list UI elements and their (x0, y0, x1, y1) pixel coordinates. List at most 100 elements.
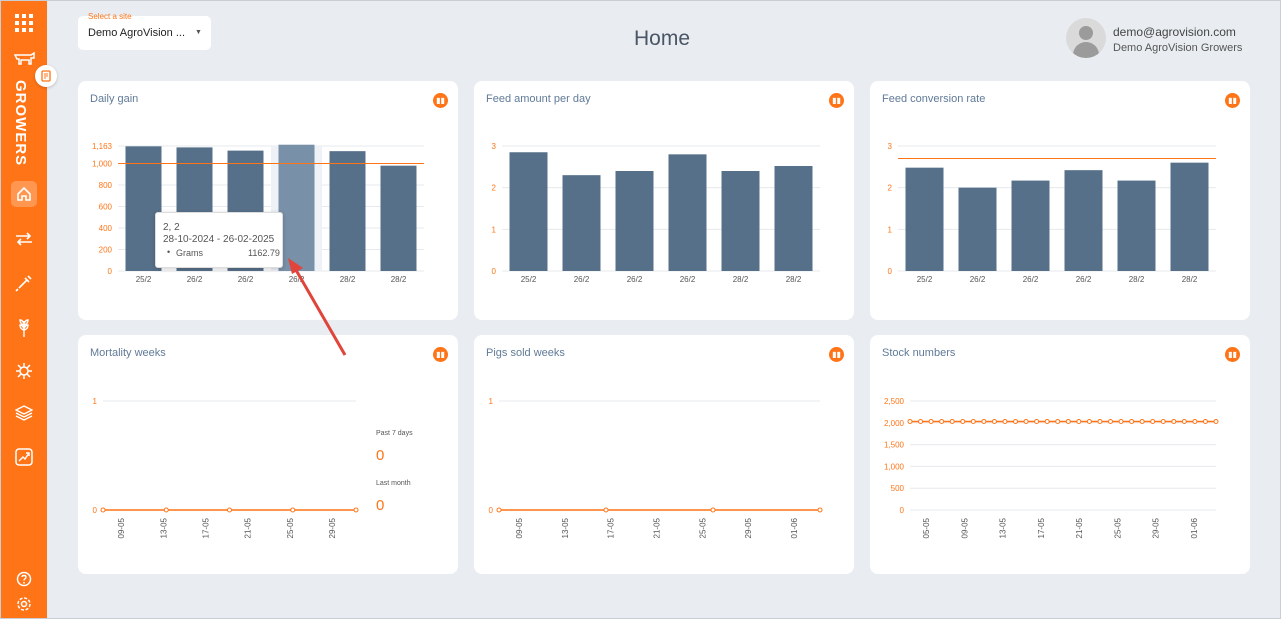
data-point (928, 418, 934, 424)
y-tick-label: 1 (888, 225, 893, 234)
data-point (290, 507, 296, 513)
x-tick-label: 17-05 (1037, 517, 1046, 538)
grid-menu-icon[interactable] (11, 10, 37, 36)
x-tick-label: 01-06 (1190, 517, 1199, 538)
bar-chart-icon[interactable]: ▮▮ (829, 347, 844, 362)
syringe-icon[interactable] (11, 270, 37, 296)
x-tick-label: 26/2 (238, 275, 254, 284)
data-point (1023, 418, 1029, 424)
tooltip-series: Grams (176, 248, 203, 258)
data-point (1202, 418, 1208, 424)
data-point (1044, 418, 1050, 424)
y-tick-label: 2 (888, 184, 893, 193)
x-tick-label: 01-06 (790, 517, 799, 538)
y-tick-label: 600 (99, 203, 113, 212)
y-tick-label: 0 (888, 267, 893, 276)
y-tick-label: 1 (489, 397, 494, 406)
bar-chart-icon[interactable]: ▮▮ (433, 347, 448, 362)
card-feed-amount: Feed amount per day ▮▮ 0 1 2 3 25/2 26/2 26/2 2… (474, 81, 854, 320)
bar (774, 166, 813, 271)
x-tick-label: 05-05 (922, 517, 931, 538)
y-tick-label: 1 (93, 397, 98, 406)
card-title: Daily gain (90, 93, 139, 105)
wheat-icon[interactable] (11, 314, 37, 340)
card-daily-gain: Daily gain ▮▮ 0 200 400 600 800 1,000 1,163 25/… (78, 81, 458, 320)
data-point (1002, 418, 1008, 424)
tooltip-value: 1162.79 (248, 248, 280, 258)
y-tick-label: 200 (99, 246, 113, 255)
x-tick-label: 26/2 (627, 275, 643, 284)
data-point (100, 507, 106, 513)
bar-chart-icon[interactable]: ▮▮ (1225, 347, 1240, 362)
data-point (949, 418, 955, 424)
x-tick-label: 09-05 (117, 517, 126, 538)
data-point (960, 418, 966, 424)
y-tick-label: 1,000 (92, 160, 113, 169)
x-tick-label: 17-05 (607, 517, 616, 538)
clipboard-icon[interactable] (35, 65, 57, 87)
data-point (981, 418, 987, 424)
transfer-arrows-icon[interactable] (11, 226, 37, 252)
x-tick-label: 26/2 (187, 275, 203, 284)
data-point (603, 507, 609, 513)
card-feed-conversion: Feed conversion rate ▮▮ 0 1 2 3 25/2 26/2 26/2… (870, 81, 1250, 320)
sidebar-brand-label: GROWERS (12, 80, 29, 167)
layers-icon[interactable] (11, 400, 37, 426)
site-selector-value: Demo AgroVision ... (88, 27, 186, 39)
x-tick-label: 13-05 (561, 517, 570, 538)
home-icon[interactable] (11, 181, 37, 207)
virus-icon[interactable] (11, 358, 37, 384)
report-chart-icon[interactable] (11, 444, 37, 470)
data-point (907, 418, 913, 424)
data-point (970, 418, 976, 424)
pig-icon[interactable] (11, 45, 37, 71)
bar (615, 171, 654, 271)
data-point (227, 507, 232, 513)
bar-chart-icon[interactable]: ▮▮ (1225, 93, 1240, 108)
y-tick-label: 800 (99, 181, 113, 190)
data-point (1171, 418, 1177, 424)
data-point (163, 507, 169, 513)
data-point (1097, 418, 1103, 424)
bar (509, 152, 548, 271)
y-tick-label: 1 (492, 225, 497, 234)
x-tick-label: 29-05 (328, 517, 337, 538)
card-title: Feed conversion rate (882, 93, 986, 105)
x-tick-label: 25-05 (286, 517, 295, 538)
data-point (1118, 418, 1124, 424)
y-tick-label: 2,000 (884, 419, 905, 428)
data-point (1150, 418, 1156, 424)
x-tick-label: 28/2 (733, 275, 749, 284)
x-tick-label: 25-05 (1113, 517, 1122, 538)
data-point (1192, 418, 1198, 424)
card-title: Feed amount per day (486, 93, 591, 105)
x-tick-label: 21-05 (1075, 517, 1084, 538)
bar (1064, 170, 1103, 271)
x-tick-label: 28/2 (1182, 275, 1198, 284)
x-tick-label: 26/2 (1023, 275, 1039, 284)
data-point (1129, 418, 1135, 424)
data-point (1160, 418, 1166, 424)
card-pigs-sold: Pigs sold weeks ▮▮ 0 1 09-05 13-05 17-05 21-0… (474, 335, 854, 574)
settings-icon[interactable] (11, 591, 37, 617)
bar (329, 151, 366, 271)
data-point (710, 507, 716, 513)
feed-conversion-chart: 0 1 2 3 25/2 26/2 26/2 26/2 28/2 28/2 (888, 142, 1216, 284)
help-icon[interactable] (11, 566, 37, 592)
y-tick-label: 1,500 (884, 441, 905, 450)
x-tick-label: 25/2 (521, 275, 537, 284)
x-tick-label: 28/2 (1129, 275, 1145, 284)
avatar[interactable] (1066, 18, 1106, 58)
chart-tooltip: 2, 2 28-10-2024 - 26-02-2025 Grams • 116… (155, 212, 283, 268)
site-selector-label: Select a site (88, 12, 132, 21)
x-tick-label: 28/2 (391, 275, 407, 284)
data-point (1065, 418, 1071, 424)
site-selector[interactable]: Select a site Demo AgroVision ... ▼ (78, 12, 211, 50)
bar-chart-icon[interactable]: ▮▮ (433, 93, 448, 108)
bar-chart-icon[interactable]: ▮▮ (829, 93, 844, 108)
data-point (1213, 418, 1219, 424)
card-title: Pigs sold weeks (486, 347, 565, 359)
daily-gain-chart: 0 200 400 600 800 1,000 1,163 25/2 26/2 26/2 26/2 2… (92, 142, 424, 284)
card-stock-numbers: Stock numbers ▮▮ 0 500 1,000 1,500 2,000 2,50… (870, 335, 1250, 574)
data-point (991, 418, 997, 424)
